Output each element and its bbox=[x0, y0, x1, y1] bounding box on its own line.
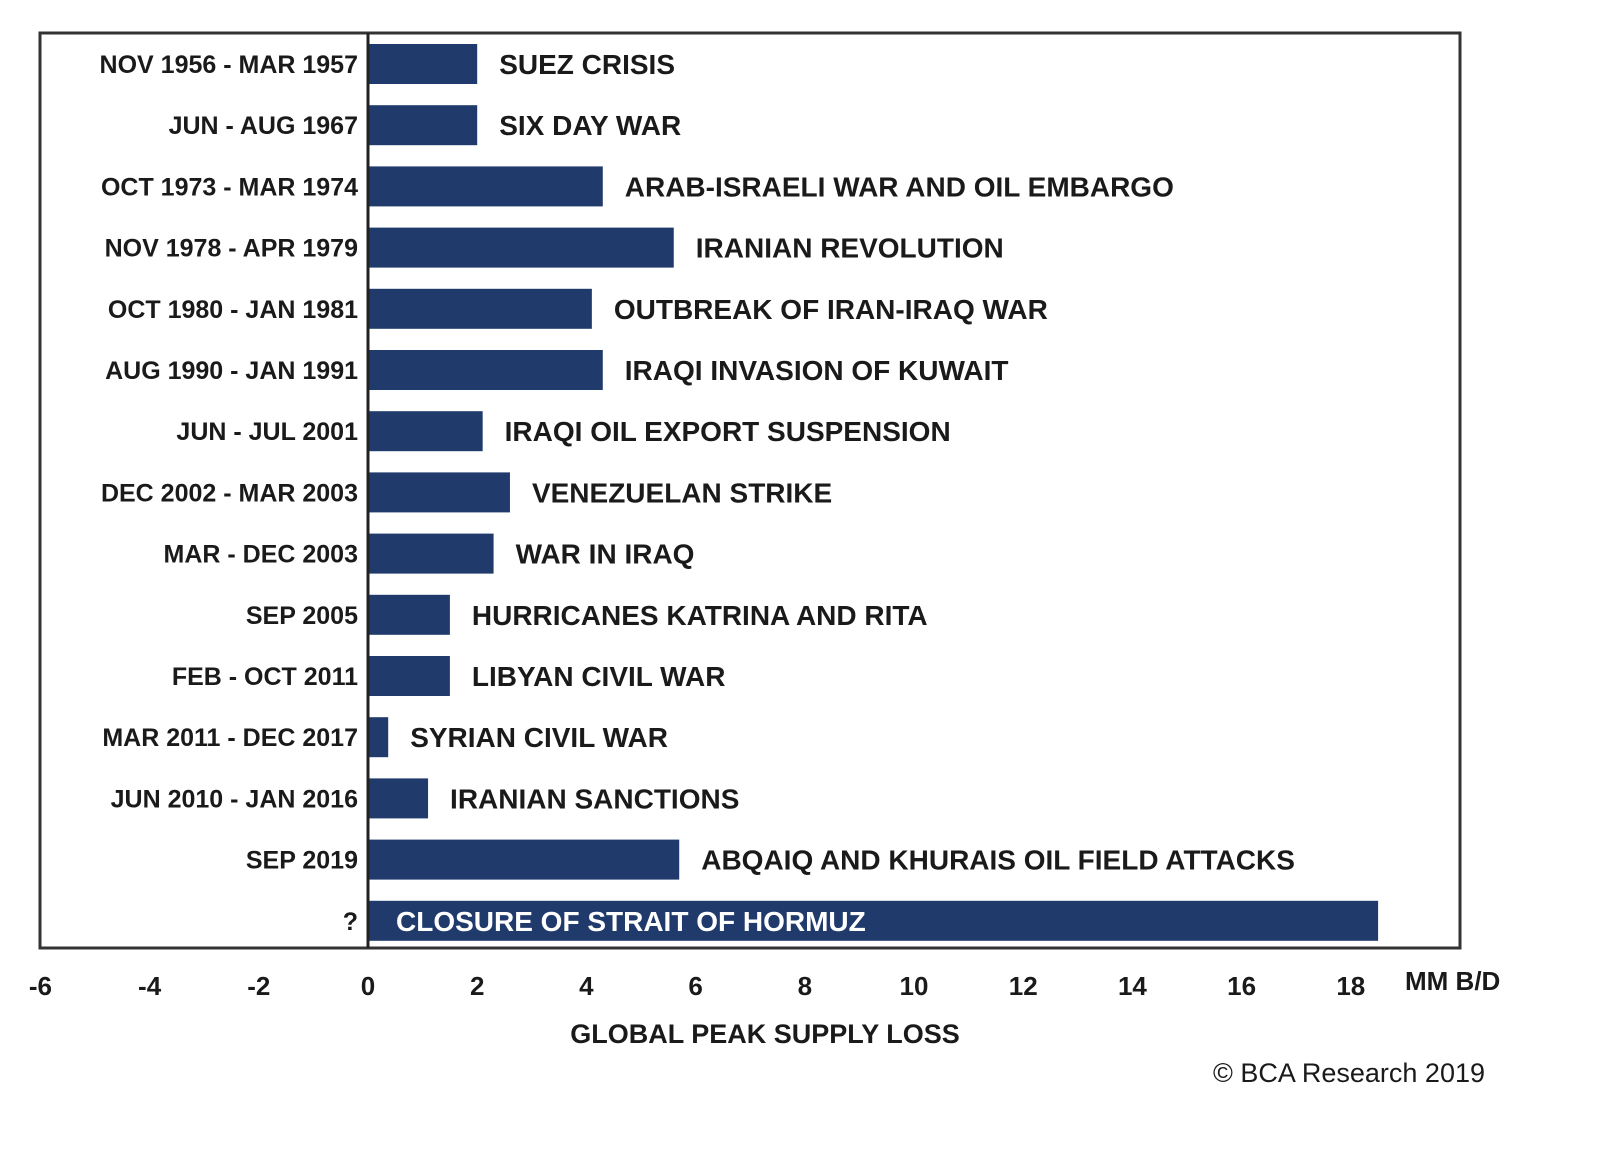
event-label: SYRIAN CIVIL WAR bbox=[410, 722, 668, 753]
event-label: VENEZUELAN STRIKE bbox=[532, 477, 832, 508]
event-label: ABQAIQ AND KHURAIS OIL FIELD ATTACKS bbox=[701, 845, 1295, 876]
event-label: CLOSURE OF STRAIT OF HORMUZ bbox=[396, 906, 866, 937]
period-label: SEP 2005 bbox=[246, 602, 358, 630]
event-label: SIX DAY WAR bbox=[499, 110, 681, 141]
x-tick-label: 0 bbox=[361, 971, 375, 1001]
bar bbox=[368, 778, 429, 819]
bars-group bbox=[368, 44, 1379, 941]
bar bbox=[368, 472, 510, 513]
x-tick-label: -4 bbox=[138, 971, 162, 1001]
period-label: SEP 2019 bbox=[246, 847, 358, 875]
bar bbox=[368, 350, 603, 390]
event-label: LIBYAN CIVIL WAR bbox=[472, 661, 726, 692]
bar bbox=[368, 594, 450, 635]
x-axis-title: GLOBAL PEAK SUPPLY LOSS bbox=[570, 1019, 960, 1049]
x-tick-label: 8 bbox=[798, 971, 812, 1001]
x-tick-label: 18 bbox=[1336, 971, 1365, 1001]
bar bbox=[368, 900, 1379, 941]
event-label: IRAQI OIL EXPORT SUSPENSION bbox=[505, 416, 951, 447]
period-label: DEC 2002 - MAR 2003 bbox=[101, 479, 358, 507]
event-label: WAR IN IRAQ bbox=[516, 539, 695, 570]
period-label: OCT 1980 - JAN 1981 bbox=[108, 296, 358, 324]
event-label: HURRICANES KATRINA AND RITA bbox=[472, 600, 928, 631]
unit-label: MM B/D bbox=[1405, 966, 1500, 996]
period-label: AUG 1990 - JAN 1991 bbox=[105, 357, 358, 385]
bar bbox=[368, 656, 450, 696]
period-label: NOV 1978 - APR 1979 bbox=[105, 235, 358, 263]
x-tick-label: 6 bbox=[688, 971, 702, 1001]
event-label: ARAB-ISRAELI WAR AND OIL EMBARGO bbox=[625, 171, 1174, 202]
period-label: ? bbox=[343, 908, 358, 936]
bar bbox=[368, 533, 494, 574]
period-label: NOV 1956 - MAR 1957 bbox=[100, 51, 358, 79]
bar bbox=[368, 839, 680, 880]
period-label: MAR - DEC 2003 bbox=[164, 541, 359, 569]
x-tick-label: 12 bbox=[1009, 971, 1038, 1001]
period-label: FEB - OCT 2011 bbox=[172, 663, 358, 691]
bar bbox=[368, 166, 603, 207]
bar bbox=[368, 288, 592, 329]
event-label: IRANIAN REVOLUTION bbox=[696, 233, 1004, 264]
x-tick-label: -6 bbox=[29, 971, 52, 1001]
x-tick-label: 16 bbox=[1227, 971, 1256, 1001]
bar bbox=[368, 411, 483, 452]
period-label: OCT 1973 - MAR 1974 bbox=[101, 173, 358, 201]
x-tick-labels: -6 -4 -2 0 2 4 6 8 10 12 14 16 18 bbox=[29, 971, 1365, 1001]
x-tick-label: 2 bbox=[470, 971, 484, 1001]
x-tick-label: 10 bbox=[900, 971, 929, 1001]
period-label: JUN - AUG 1967 bbox=[169, 112, 358, 140]
event-label: SUEZ CRISIS bbox=[499, 49, 675, 80]
event-label: IRAQI INVASION OF KUWAIT bbox=[625, 355, 1009, 386]
bar bbox=[368, 227, 674, 268]
bar bbox=[368, 717, 389, 758]
plot-frame bbox=[38, 31, 1462, 950]
labels-group: NOV 1956 - MAR 1957 SUEZ CRISIS JUN - AUG … bbox=[100, 49, 1295, 937]
period-label: JUN 2010 - JAN 2016 bbox=[111, 785, 358, 813]
bar bbox=[368, 44, 478, 84]
event-label: OUTBREAK OF IRAN-IRAQ WAR bbox=[614, 294, 1048, 325]
period-label: JUN - JUL 2001 bbox=[176, 418, 358, 446]
x-tick-label: 14 bbox=[1118, 971, 1147, 1001]
event-label: IRANIAN SANCTIONS bbox=[450, 783, 739, 814]
period-label: MAR 2011 - DEC 2017 bbox=[102, 724, 358, 752]
x-tick-label: -2 bbox=[247, 971, 270, 1001]
credit-text: © BCA Research 2019 bbox=[1213, 1058, 1485, 1088]
x-tick-label: 4 bbox=[579, 971, 594, 1001]
bar bbox=[368, 105, 478, 146]
